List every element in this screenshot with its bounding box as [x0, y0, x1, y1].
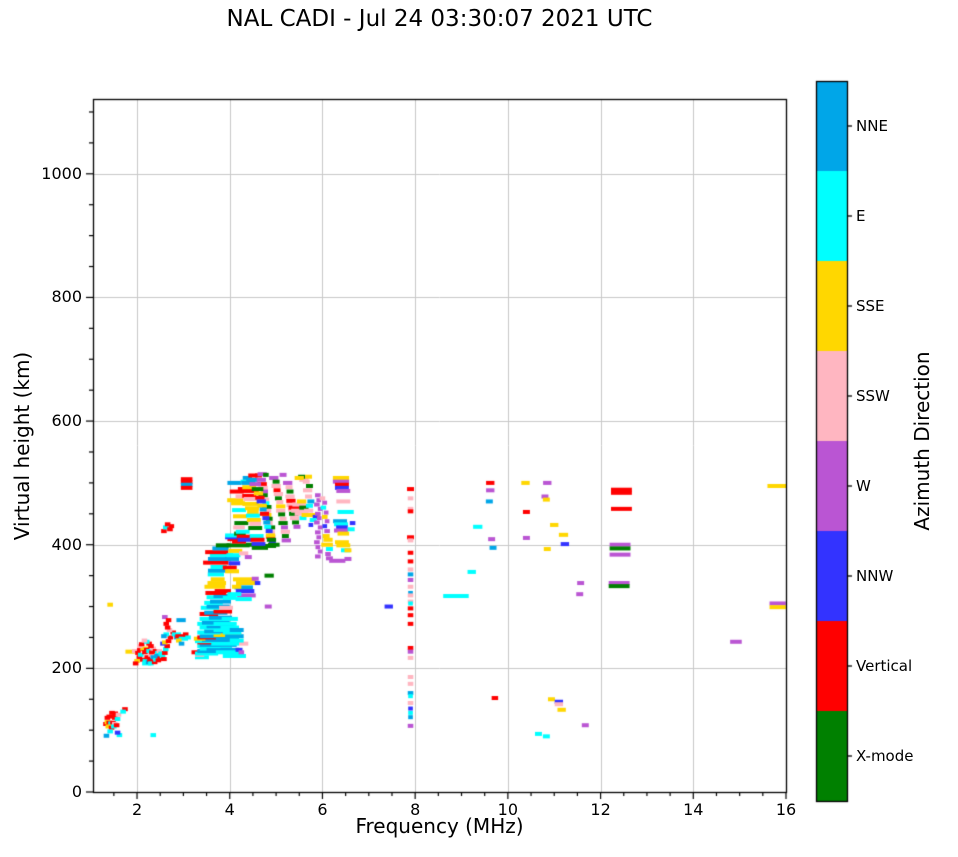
- x-tick-label: 2: [131, 800, 143, 819]
- figure-title: NAL CADI - Jul 24 03:30:07 2021 UTC: [226, 6, 653, 32]
- y-tick-label: 600: [51, 411, 82, 431]
- colorbar-title: Azimuth Direction: [910, 351, 934, 531]
- x-tick-label: 14: [683, 800, 704, 819]
- colorbar-tick-label: W: [856, 477, 871, 495]
- y-tick-label: 200: [51, 658, 82, 678]
- colorbar-tick-label: X-mode: [856, 747, 914, 765]
- x-tick-label: 16: [775, 800, 797, 819]
- y-tick-label: 0: [71, 782, 82, 801]
- y-tick-label: 400: [51, 534, 82, 554]
- x-tick-label: 8: [410, 800, 421, 819]
- x-axis-label: Frequency (MHz): [355, 814, 524, 838]
- colorbar-tick-label: E: [856, 207, 866, 225]
- x-tick-label: 12: [590, 800, 611, 819]
- colorbar-tick-label: SSE: [856, 297, 885, 315]
- y-tick-label: 1000: [41, 163, 82, 183]
- x-tick-label: 10: [497, 800, 519, 819]
- colorbar-tick-label: NNE: [856, 117, 888, 135]
- colorbar-tick-label: SSW: [856, 387, 890, 405]
- x-tick-label: 4: [224, 800, 235, 819]
- x-tick-label: 6: [317, 800, 328, 819]
- colorbar-tick-label: NNW: [856, 567, 894, 585]
- y-tick-label: 800: [51, 287, 82, 307]
- colorbar-tick-label: Vertical: [856, 657, 913, 675]
